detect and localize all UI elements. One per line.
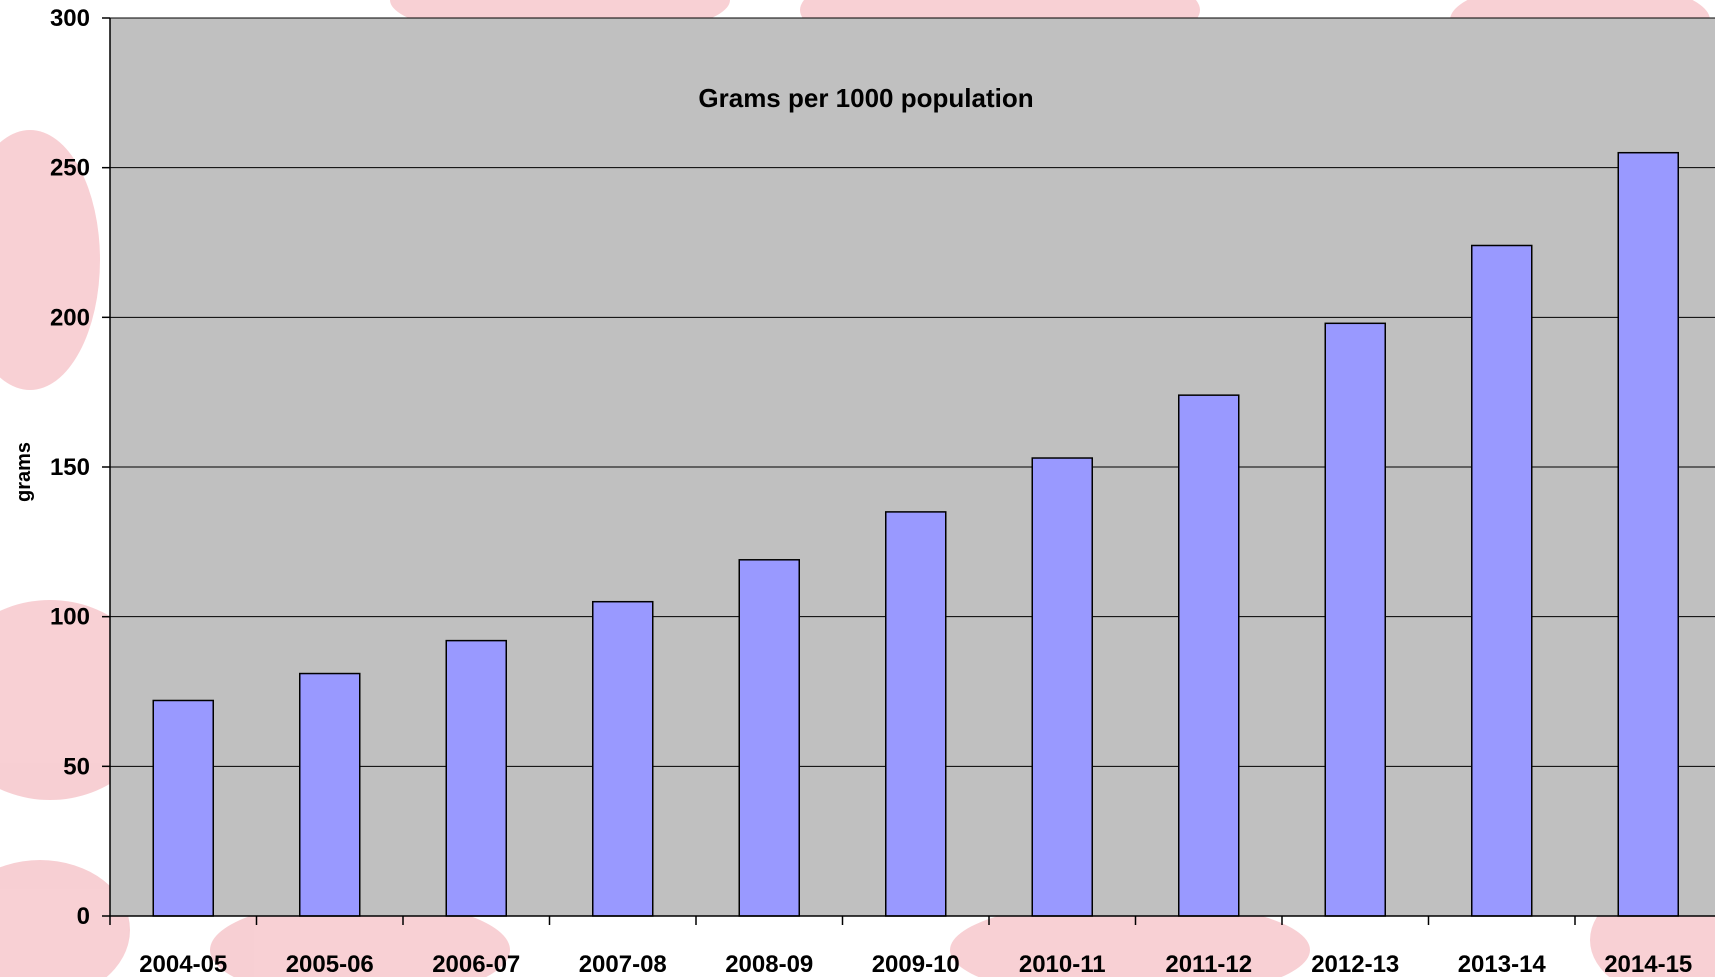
y-tick-label: 200: [50, 304, 90, 331]
y-tick-label: 250: [50, 155, 90, 182]
bars: [152, 151, 1679, 917]
decor-blob: [210, 900, 510, 977]
gridlines: [110, 17, 1715, 767]
x-tick-label: 2013-14: [1458, 951, 1547, 977]
bar-2005-06: [299, 672, 361, 917]
x-tick-label: 2007-08: [579, 951, 667, 977]
bar-2011-12: [1178, 394, 1240, 917]
bar-2010-11: [1031, 457, 1093, 917]
x-tick-label: 2012-13: [1311, 951, 1399, 977]
bar-2012-13: [1324, 322, 1386, 917]
y-tick-label: 150: [50, 454, 90, 481]
bar-2014-15: [1617, 151, 1679, 917]
x-axis-ticks: 2004-05 2005-06 2006-07 2007-08 2008-09 2009-…: [109, 916, 1692, 977]
x-tick-label: 2014-15: [1604, 951, 1692, 977]
bar-2008-09: [738, 559, 800, 917]
decor-blob: [0, 130, 100, 390]
decor-blob: [0, 860, 130, 977]
bar-2013-14: [1471, 244, 1533, 917]
x-tick-label: 2011-12: [1165, 951, 1252, 977]
decor-blob: [950, 900, 1310, 977]
bar-2006-07: [445, 639, 507, 917]
x-tick-label: 2005-06: [286, 951, 374, 977]
x-tick-label: 2006-07: [432, 951, 520, 977]
bar-2009-10: [885, 511, 947, 917]
x-tick-label: 2009-10: [872, 951, 960, 977]
y-tick-label: 300: [50, 5, 90, 32]
x-tick-label: 2004-05: [139, 951, 227, 977]
chart-title: Grams per 1000 population: [698, 83, 1033, 113]
y-tick-label: 50: [63, 753, 90, 780]
x-tick-label: 2008-09: [725, 951, 813, 977]
y-axis-title: grams: [13, 442, 35, 502]
bar-2004-05: [152, 699, 214, 917]
x-tick-label: 2010-11: [1019, 951, 1106, 977]
y-tick-label: 0: [77, 903, 90, 930]
y-tick-label: 100: [50, 604, 90, 631]
bar-2007-08: [592, 600, 654, 917]
y-axis-ticks: 0 50 100 150 200 250 300: [50, 5, 110, 930]
